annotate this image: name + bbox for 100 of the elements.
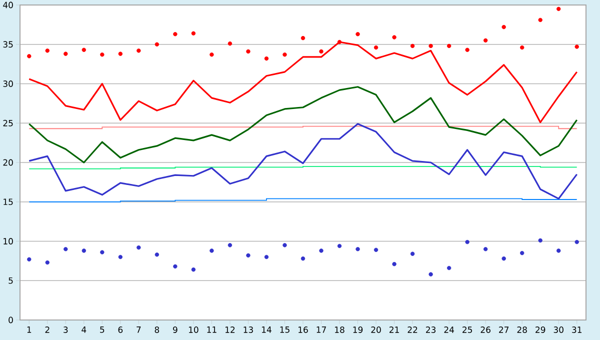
y-tick-label: 10 xyxy=(4,238,13,244)
x-tick-label: 10 xyxy=(188,326,198,333)
point xyxy=(27,257,32,262)
x-tick-label: 16 xyxy=(298,326,308,333)
y-tick-label: 40 xyxy=(3,2,13,8)
y-tick-label: 30 xyxy=(3,80,13,87)
x-tick-label: 31 xyxy=(572,326,582,333)
line-series xyxy=(28,41,578,124)
point xyxy=(556,248,561,253)
y-tick-label: 15 xyxy=(4,198,13,206)
point xyxy=(210,52,214,57)
x-tick-label: 15 xyxy=(280,326,290,333)
y-tick-label: 0 xyxy=(8,316,13,324)
point xyxy=(100,250,104,254)
x-tick-label: 14 xyxy=(262,326,272,333)
x-tick-label: 1 xyxy=(27,326,32,333)
x-tick-label: 28 xyxy=(517,326,527,333)
line-series xyxy=(28,123,578,200)
x-tick-label: 27 xyxy=(499,326,509,333)
point xyxy=(428,44,433,48)
point xyxy=(538,18,542,22)
x-tick-label: 5 xyxy=(100,326,104,333)
x-tick-label: 17 xyxy=(316,326,326,333)
point xyxy=(502,24,506,30)
point xyxy=(154,42,160,46)
x-tick-label: 29 xyxy=(536,326,546,333)
point xyxy=(64,247,68,252)
point xyxy=(191,267,196,272)
x-tick-label: 18 xyxy=(335,326,344,333)
point xyxy=(520,250,524,256)
point xyxy=(136,245,141,250)
point xyxy=(300,256,306,261)
point xyxy=(538,238,542,243)
point xyxy=(410,252,415,256)
point xyxy=(82,48,86,52)
x-tick-label: 11 xyxy=(207,326,216,333)
point xyxy=(556,6,561,12)
point xyxy=(574,44,579,49)
point xyxy=(64,52,68,56)
x-tick-label: 12 xyxy=(226,326,235,333)
x-tick-label: 23 xyxy=(426,326,436,333)
x-tick-label: 30 xyxy=(554,326,564,333)
point xyxy=(483,247,488,252)
point xyxy=(374,45,378,50)
point xyxy=(246,253,250,258)
point xyxy=(574,240,579,244)
y-tick-label: 20 xyxy=(3,159,13,166)
point xyxy=(300,36,306,40)
point xyxy=(410,44,415,48)
x-tick-label: 22 xyxy=(408,326,418,333)
y-tick-label: 35 xyxy=(3,41,13,48)
point xyxy=(45,48,50,53)
point xyxy=(392,262,396,266)
point xyxy=(82,248,86,253)
point xyxy=(210,248,214,253)
x-tick-label: 8 xyxy=(154,326,160,333)
point xyxy=(520,45,524,50)
line-series xyxy=(28,86,578,164)
x-tick-label: 7 xyxy=(136,326,141,333)
point xyxy=(446,44,452,48)
point xyxy=(428,272,433,276)
point xyxy=(173,32,178,36)
point xyxy=(356,32,360,36)
point xyxy=(337,40,342,44)
point xyxy=(502,256,506,261)
x-tick-label: 26 xyxy=(480,326,490,333)
point xyxy=(246,49,250,54)
x-tick-label: 6 xyxy=(118,326,123,333)
point xyxy=(228,41,232,46)
x-tick-label: 19 xyxy=(353,326,363,333)
point xyxy=(319,49,324,54)
point xyxy=(264,254,269,260)
point xyxy=(264,56,269,61)
x-tick-label: 2 xyxy=(45,326,50,333)
point xyxy=(374,248,378,252)
point xyxy=(356,247,360,252)
point xyxy=(118,52,123,56)
point xyxy=(228,243,232,248)
x-tick-label: 20 xyxy=(371,326,381,333)
point xyxy=(319,248,324,253)
x-tick-label: 25 xyxy=(462,326,472,333)
point xyxy=(173,264,178,269)
point xyxy=(154,252,160,257)
point xyxy=(337,244,342,248)
point xyxy=(100,52,104,57)
x-tick-label: 4 xyxy=(82,326,86,333)
point xyxy=(282,52,287,57)
point xyxy=(392,35,396,40)
x-tick-label: 3 xyxy=(64,326,68,333)
point xyxy=(465,48,470,52)
y-tick-label: 25 xyxy=(3,120,13,126)
point xyxy=(136,48,141,53)
y-tick-label: 5 xyxy=(8,277,13,284)
point xyxy=(191,31,196,36)
point xyxy=(446,266,452,270)
x-tick-label: 21 xyxy=(390,326,399,333)
point xyxy=(118,254,123,260)
point xyxy=(282,243,287,248)
point xyxy=(45,260,50,265)
x-tick-label: 24 xyxy=(444,326,454,333)
